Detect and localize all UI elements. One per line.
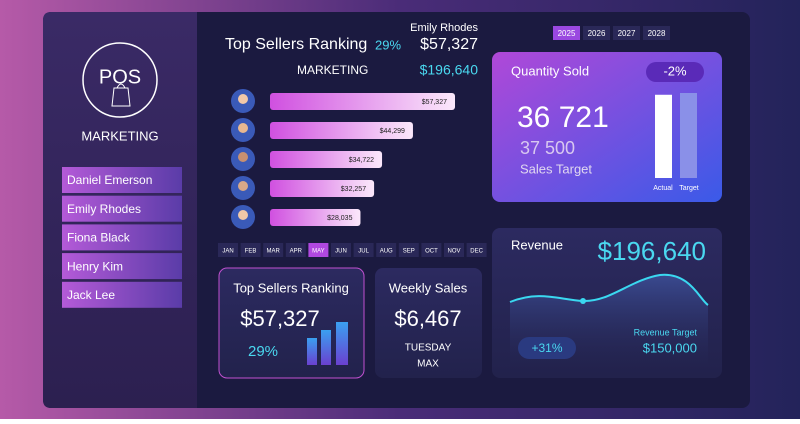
avatar-face (238, 123, 248, 133)
header-percent: 29% (375, 37, 401, 52)
year-button[interactable] (613, 26, 640, 40)
ranking-bar (270, 180, 375, 197)
revenue-point (580, 298, 586, 304)
revenue-change: +31% (531, 341, 562, 355)
name-label: Emily Rhodes (67, 202, 141, 216)
avatar-face (238, 94, 248, 104)
bag-icon (111, 83, 131, 107)
month-button[interactable] (263, 243, 284, 257)
month-label: DEC (470, 249, 483, 255)
logo: POS (99, 66, 141, 88)
logo-ring (82, 42, 158, 118)
month-button[interactable] (421, 243, 442, 257)
name-label: Fiona Black (67, 231, 131, 245)
ranking-bar (270, 209, 361, 226)
month-label: AUG (380, 249, 393, 255)
name-label: Henry Kim (67, 259, 123, 273)
name-button[interactable] (62, 253, 182, 280)
top-card-title: Top Sellers Ranking (233, 280, 349, 295)
quantity-target: 37 500 (520, 138, 575, 158)
name-label: Daniel Emerson (67, 173, 152, 187)
revenue-target-caption: Revenue Target (634, 327, 698, 337)
year-label: 2026 (588, 29, 606, 38)
name-button[interactable] (62, 195, 182, 222)
year-label: 2028 (648, 29, 666, 38)
revenue-value: $196,640 (598, 236, 706, 266)
month-button[interactable] (376, 243, 397, 257)
month-label: MAY (312, 249, 325, 255)
avatar-face (238, 210, 248, 220)
month-button[interactable] (444, 243, 464, 257)
month-label: FEB (245, 249, 257, 255)
name-button[interactable] (62, 167, 182, 193)
quantity-bar (655, 94, 672, 178)
revenue-title: Revenue (511, 237, 563, 252)
name-button[interactable] (62, 281, 182, 308)
change-pill (646, 62, 704, 82)
month-label: APR (290, 249, 303, 255)
month-label: NOV (447, 249, 460, 255)
department-sales: $196,640 (420, 62, 479, 78)
month-label: OCT (425, 249, 438, 255)
department: MARKETING (81, 128, 158, 143)
month-label: SEP (403, 249, 415, 255)
texts: POS MARKETING Top Sellers Ranking 29% Em… (81, 22, 706, 370)
year-label: 2025 (558, 29, 576, 38)
seller-sales: $57,327 (420, 36, 478, 53)
month-button[interactable] (240, 243, 261, 257)
header-title: Top Sellers Ranking (225, 36, 367, 53)
month-button[interactable] (466, 243, 487, 257)
month-label: JUN (335, 249, 347, 255)
ranking-label: $57,327 (422, 99, 447, 106)
top-card-value: $57,327 (240, 306, 320, 331)
month-button[interactable] (218, 243, 238, 257)
month-button[interactable] (331, 243, 351, 257)
name-label: Jack Lee (67, 288, 115, 302)
quantity-target-caption: Sales Target (520, 161, 592, 176)
month-button[interactable] (353, 243, 374, 257)
mini-bar (307, 338, 317, 365)
month-label: MAR (267, 249, 281, 255)
month-button[interactable] (398, 243, 419, 257)
bar-label: Target (679, 185, 699, 192)
month-label: JAN (222, 249, 233, 255)
bar-label: Actual (653, 185, 673, 192)
revenue-line (509, 273, 709, 306)
year-label: 2027 (618, 29, 636, 38)
avatar-face (238, 152, 248, 162)
ranking-bar (270, 151, 383, 168)
month-button[interactable] (308, 243, 329, 257)
revenue-target: $150,000 (643, 340, 697, 355)
ranking-label: $28,035 (327, 215, 352, 222)
quantity-title: Quantity Sold (511, 63, 589, 78)
quantity-actual: 36 721 (517, 101, 609, 134)
name-button[interactable] (62, 224, 182, 251)
year-button[interactable] (553, 26, 580, 40)
avatar-face (238, 181, 248, 191)
ranking-bar (270, 122, 413, 139)
weekly-note: MAX (417, 359, 439, 370)
ranking-label: $34,722 (349, 157, 374, 164)
weekly-title: Weekly Sales (389, 280, 468, 295)
month-button[interactable] (285, 243, 306, 257)
weekly-value: $6,467 (394, 306, 461, 331)
quantity-change: -2% (663, 63, 687, 78)
seller: Emily Rhodes (410, 22, 478, 34)
ranking-label: $44,299 (380, 128, 405, 135)
year-button[interactable] (583, 26, 610, 40)
mini-bar (336, 322, 348, 365)
ranking-label: $32,257 (341, 186, 366, 193)
month-label: JUL (358, 249, 369, 255)
year-button[interactable] (643, 26, 670, 40)
change-pill (518, 337, 576, 359)
quantity-bar (680, 93, 697, 178)
ranking-bar (270, 93, 455, 110)
top-card-percent: 29% (248, 343, 278, 360)
mini-bar (321, 330, 331, 365)
weekly-day: TUESDAY (405, 343, 452, 354)
weekly-card (375, 268, 482, 378)
header-department: MARKETING (297, 63, 368, 77)
